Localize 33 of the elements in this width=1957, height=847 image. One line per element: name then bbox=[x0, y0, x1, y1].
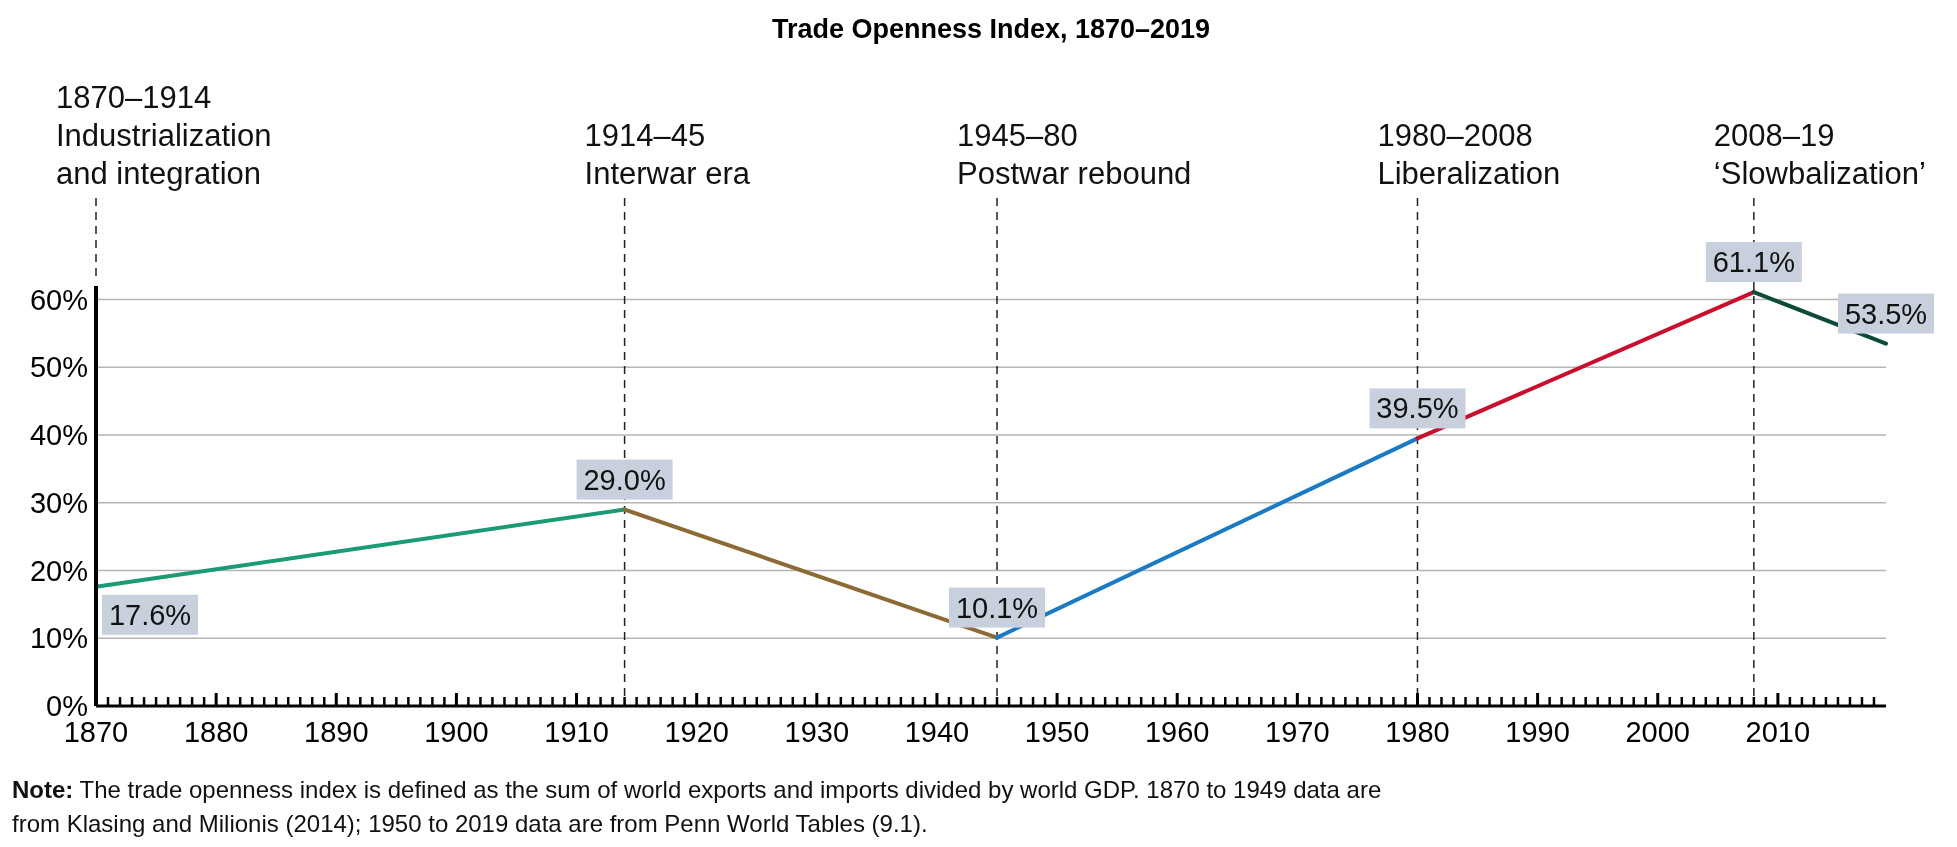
data-label: 17.6% bbox=[108, 598, 192, 631]
data-label: 29.0% bbox=[583, 463, 666, 496]
ref-line-label: 1870–1914 Industrialization and integration bbox=[56, 80, 272, 191]
ref-line-label: 1980–2008 Liberalization bbox=[1377, 118, 1561, 191]
x-tick-label: 1920 bbox=[664, 716, 729, 748]
ref-line-label: 1914–45 Interwar era bbox=[584, 118, 751, 191]
x-tick-label: 1930 bbox=[784, 716, 850, 748]
x-tick-label: 1940 bbox=[904, 716, 970, 748]
x-tick-label: 2000 bbox=[1625, 716, 1690, 748]
x-tick-label: 1970 bbox=[1265, 716, 1330, 748]
ref-line-label: 2008–19 ‘Slowbalization’ bbox=[1713, 118, 1926, 191]
data-label: 39.5% bbox=[1376, 392, 1459, 425]
y-tick-label: 50% bbox=[29, 351, 88, 384]
x-tick-label: 1880 bbox=[183, 716, 249, 748]
text: Note: The trade openness index is defined as the sum of world exports and imports divided by world GDP. 1870 to 1949 data are from Klasing and Milionis (2014); 1950 to 2019 data are from Penn World Tables (9.1). bbox=[12, 776, 1382, 837]
y-tick-label: 30% bbox=[29, 486, 88, 519]
y-tick-label: 10% bbox=[29, 622, 88, 655]
x-tick-label: 1980 bbox=[1385, 716, 1450, 748]
y-tick-label: 20% bbox=[29, 554, 88, 587]
y-tick-label: 40% bbox=[29, 419, 88, 452]
x-tick-label: 1890 bbox=[304, 716, 369, 748]
y-tick-label: 60% bbox=[29, 283, 88, 316]
x-tick-label: 1900 bbox=[424, 716, 489, 748]
x-tick-label: 1950 bbox=[1024, 716, 1090, 748]
data-label: 53.5% bbox=[1844, 297, 1928, 330]
x-tick-label: 1960 bbox=[1144, 716, 1210, 748]
data-label: 61.1% bbox=[1712, 246, 1795, 279]
x-tick-label: 1910 bbox=[544, 716, 609, 748]
x-tick-label: 1990 bbox=[1505, 716, 1570, 748]
data-label: 10.1% bbox=[955, 591, 1039, 624]
x-tick-label: 2010 bbox=[1745, 716, 1811, 748]
ref-line-label: 1945–80 Postwar rebound bbox=[957, 118, 1192, 191]
chart-title: Trade Openness Index, 1870–2019 bbox=[771, 14, 1211, 44]
